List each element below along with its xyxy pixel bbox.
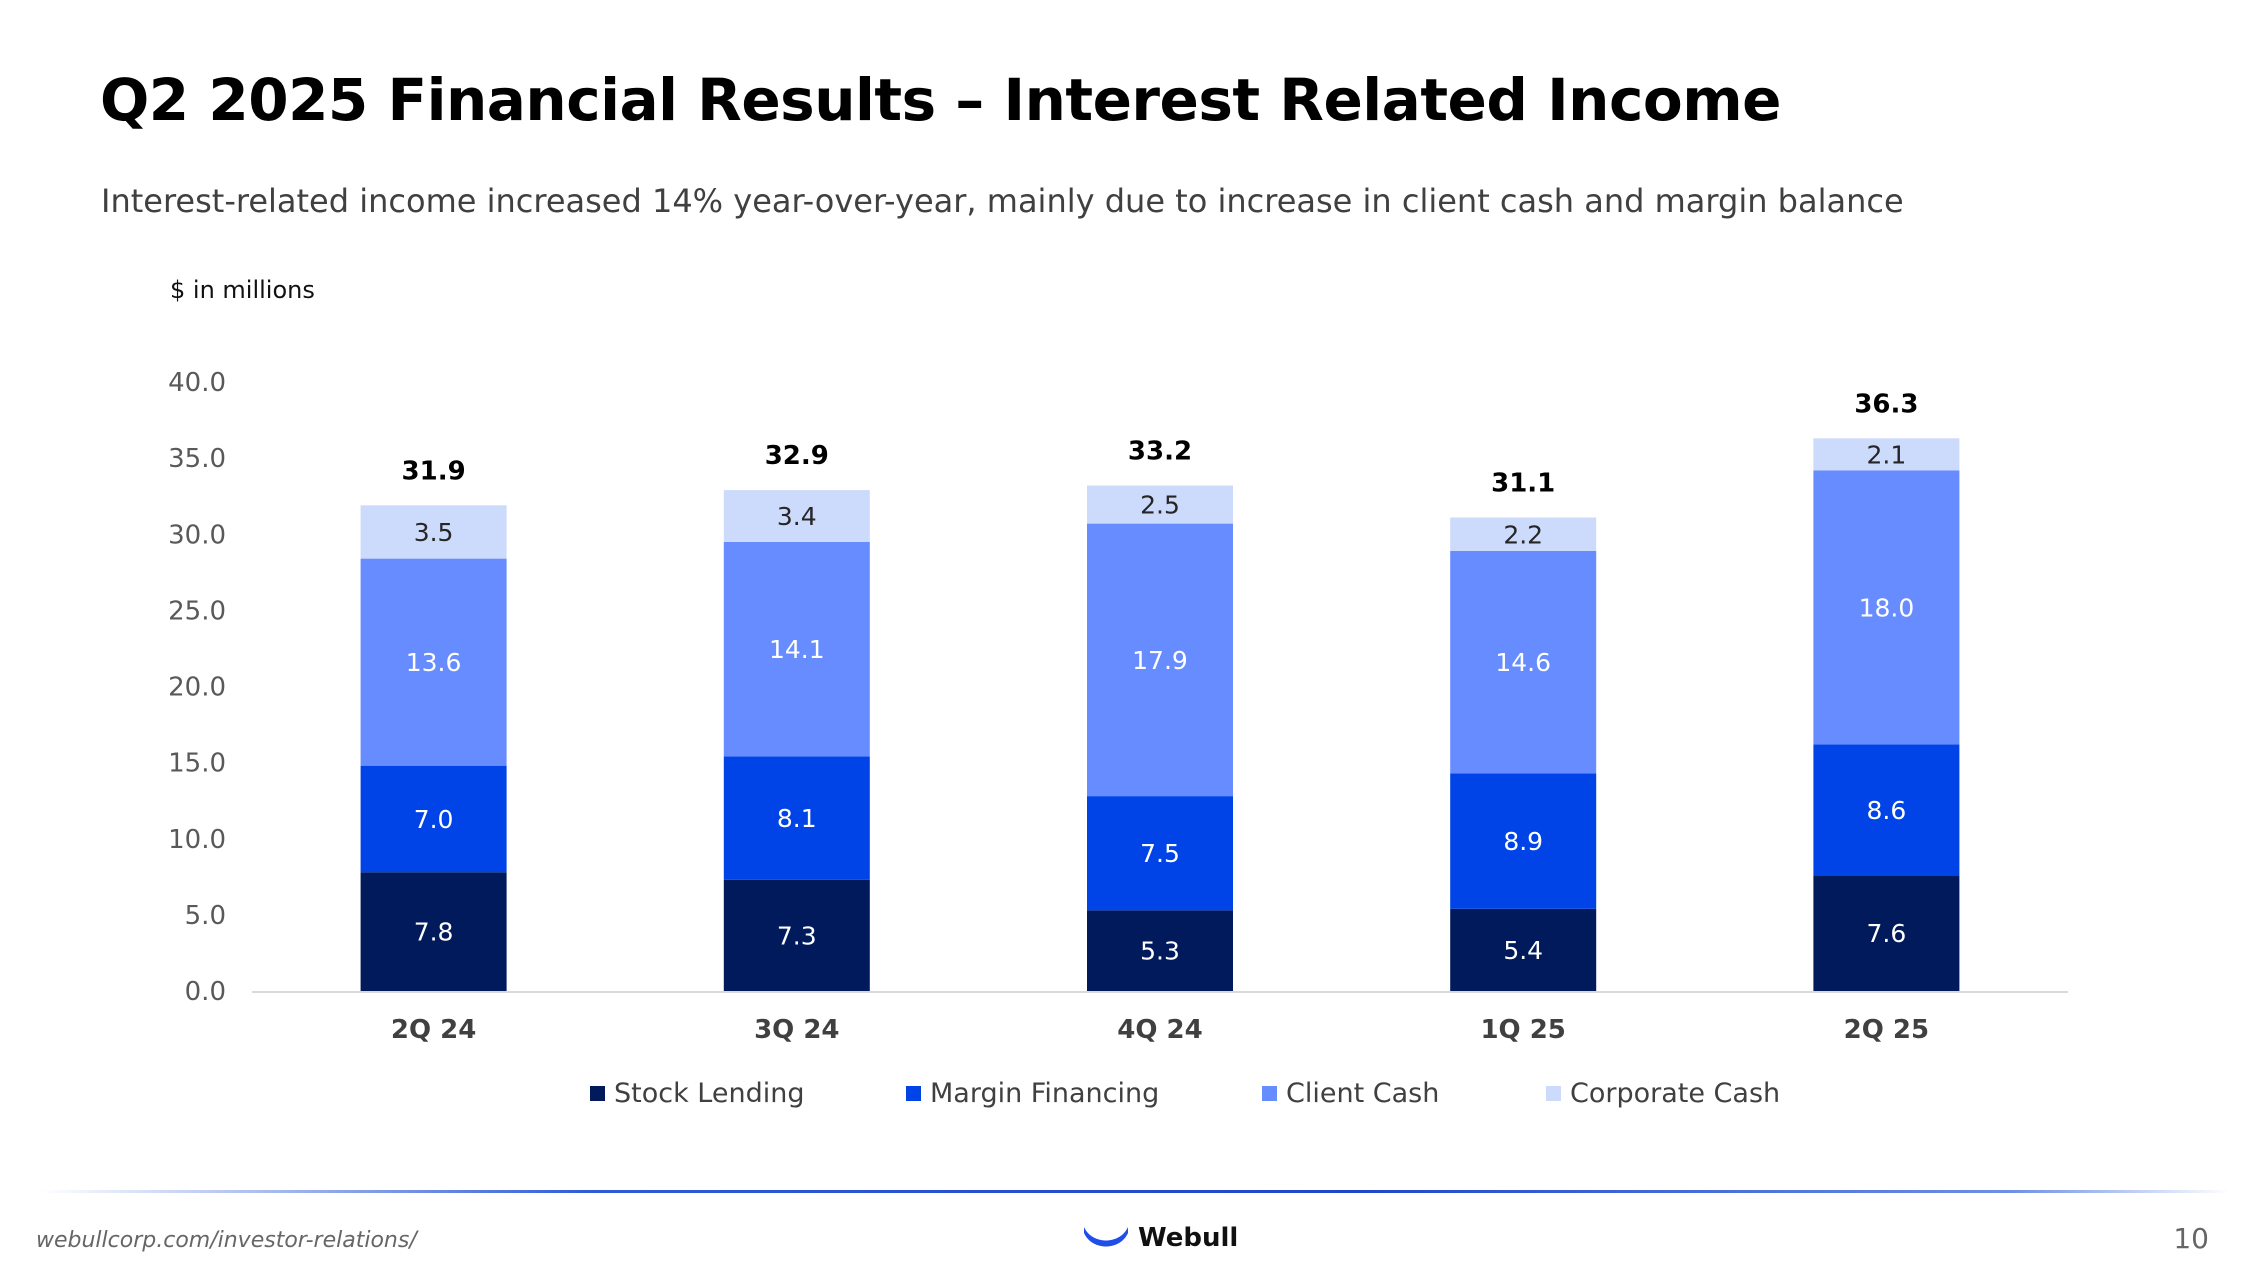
y-tick-label: 20.0 [168, 673, 226, 703]
brand-name: Webull [1138, 1223, 1239, 1253]
y-tick-label: 30.0 [168, 520, 226, 550]
bar-segment [1813, 744, 1960, 876]
bar-segment-label: 18.0 [1859, 593, 1915, 622]
bar-segment-label: 2.5 [1140, 491, 1180, 520]
bar-segment [360, 505, 507, 559]
bar-segment-label: 14.1 [769, 635, 825, 664]
legend-item: Client Cash [1262, 1078, 1439, 1109]
bar-segment-label: 5.4 [1503, 936, 1543, 965]
legend-label: Margin Financing [930, 1078, 1160, 1109]
page-subtitle: Interest-related income increased 14% ye… [101, 182, 1904, 220]
bar-segment-label: 17.9 [1132, 646, 1188, 675]
bar-segment [1450, 908, 1597, 991]
bar-segment [1087, 910, 1233, 991]
units-label: $ in millions [170, 276, 315, 304]
bar-segment-label: 7.8 [414, 918, 454, 947]
footer-divider [40, 1190, 2230, 1193]
y-tick-label: 5.0 [185, 901, 226, 931]
bar-segment [1087, 485, 1233, 524]
bar-total-label: 31.9 [402, 456, 466, 486]
x-category-label: 4Q 24 [1117, 1015, 1202, 1045]
bar-segment [360, 872, 507, 991]
legend-label: Stock Lending [614, 1078, 805, 1109]
bar-segment-label: 3.4 [777, 502, 817, 531]
y-tick-label: 35.0 [168, 444, 226, 474]
bar-segment-label: 13.6 [406, 648, 462, 677]
bar-segment-label: 7.5 [1140, 839, 1180, 868]
page-number: 10 [2173, 1222, 2209, 1255]
bar-segment [723, 879, 870, 991]
bar-segment [1450, 517, 1597, 551]
chart-legend: Stock Lending Margin Financing Client Cash… [0, 1078, 2267, 1118]
y-tick-label: 10.0 [168, 825, 226, 855]
bar-segment [1813, 470, 1960, 745]
bar-segment [1450, 773, 1597, 909]
bar-total-label: 33.2 [1128, 437, 1192, 467]
y-tick-label: 15.0 [168, 749, 226, 779]
footer-url[interactable]: webullcorp.com/investor-relations/ [36, 1228, 417, 1253]
page-title: Q2 2025 Financial Results – Interest Rel… [100, 66, 1781, 134]
y-tick-label: 40.0 [168, 368, 226, 398]
bar-total-label: 36.3 [1854, 389, 1918, 419]
bar-segment [723, 541, 870, 757]
bar-segment-label: 2.1 [1867, 440, 1907, 469]
bar-segment-label: 2.2 [1503, 520, 1543, 549]
x-category-label: 2Q 25 [1844, 1015, 1929, 1045]
bar-segment [1087, 523, 1233, 797]
legend-swatch [1546, 1086, 1561, 1101]
bar-segment-label: 3.5 [414, 518, 454, 547]
bar-segment [1813, 875, 1960, 991]
brand-logo: Webull [1082, 1218, 1238, 1258]
bar-segment-label: 8.9 [1503, 827, 1543, 856]
legend-swatch [1262, 1086, 1277, 1101]
bar-segment-label: 8.1 [777, 804, 817, 833]
x-category-label: 3Q 24 [754, 1015, 839, 1045]
bar-segment [360, 765, 507, 873]
x-category-label: 2Q 24 [391, 1015, 476, 1045]
bar-segment-label: 7.3 [777, 921, 817, 950]
legend-item: Stock Lending [590, 1078, 805, 1109]
y-tick-label: 0.0 [185, 977, 226, 1007]
webull-logo-icon [1084, 1227, 1128, 1247]
legend-swatch [590, 1086, 605, 1101]
legend-item: Corporate Cash [1546, 1078, 1780, 1109]
bar-segment-label: 14.6 [1495, 648, 1551, 677]
bar-segment [1087, 796, 1233, 911]
bar-segment [1450, 550, 1597, 774]
bar-segment-label: 7.0 [414, 805, 454, 834]
bar-total-label: 32.9 [765, 441, 829, 471]
bar-segment-label: 8.6 [1867, 796, 1907, 825]
legend-swatch [906, 1086, 921, 1101]
bar-segment [723, 490, 870, 542]
x-category-label: 1Q 25 [1480, 1015, 1565, 1045]
legend-label: Client Cash [1286, 1078, 1440, 1109]
bar-segment [723, 756, 870, 880]
legend-label: Corporate Cash [1570, 1078, 1781, 1109]
legend-item: Margin Financing [906, 1078, 1159, 1109]
y-tick-label: 25.0 [168, 596, 226, 626]
bar-total-label: 31.1 [1491, 469, 1555, 499]
bar-segment [360, 558, 507, 766]
bar-segment [1813, 438, 1960, 471]
bar-segment-label: 5.3 [1140, 937, 1180, 966]
bar-segment-label: 7.6 [1867, 919, 1907, 948]
